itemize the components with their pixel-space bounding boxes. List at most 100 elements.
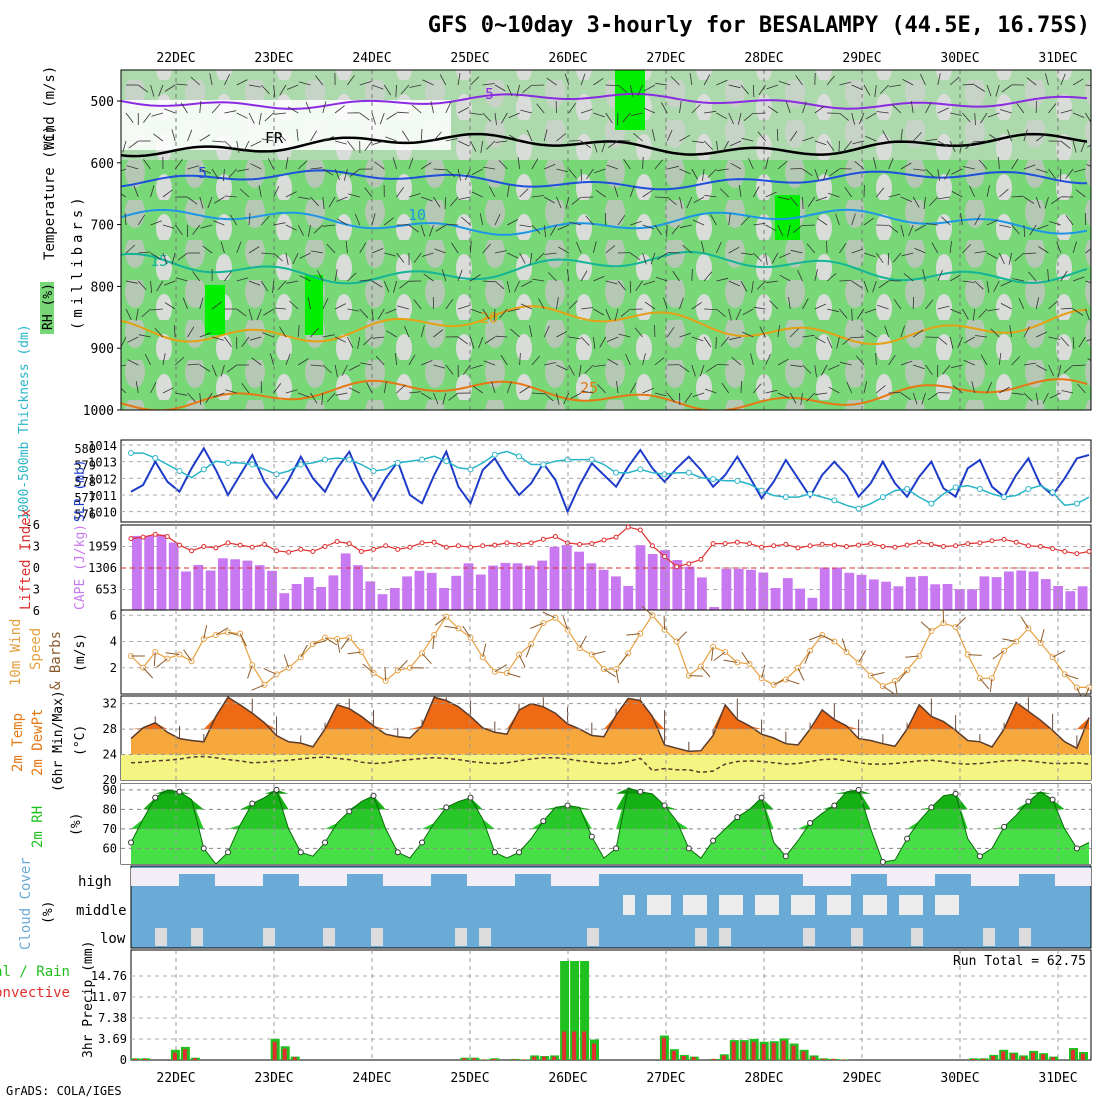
wind-barb [546, 77, 557, 86]
top-day-label: 29DEC [842, 51, 881, 66]
wind-barb [777, 160, 788, 170]
wind-barb [795, 74, 803, 86]
wind-barb [738, 185, 742, 198]
precip-convective-bar [1071, 1049, 1075, 1060]
wind-barb [851, 84, 863, 91]
wind-barb [550, 224, 557, 236]
cloud-high-cell [383, 868, 395, 886]
wind-barb [957, 336, 963, 349]
lifted-index-point [334, 538, 340, 544]
thickness-point [249, 461, 256, 468]
precip-convective-bar [182, 1049, 187, 1060]
wind-barb [470, 308, 482, 314]
wind-barb [298, 392, 310, 398]
wind-barb [962, 244, 971, 254]
wind10-grid [121, 614, 1091, 669]
wind-barb [478, 336, 484, 349]
wind10-barb [203, 625, 208, 640]
lifted-index-point [213, 545, 219, 551]
wind-barb [605, 112, 613, 124]
precip-convective-bar [1011, 1053, 1016, 1060]
wind-barb [413, 299, 422, 310]
wind-barb [322, 298, 329, 310]
wind-barb [310, 327, 319, 338]
wind-barb [273, 84, 276, 97]
wind-barb [125, 280, 138, 284]
cape-bar [647, 554, 658, 611]
wind-barb [261, 138, 274, 142]
wind-barb [704, 308, 717, 310]
wind-barb [1023, 392, 1033, 402]
rh2m-point [346, 808, 353, 815]
wind-barb [514, 280, 520, 293]
cloud-high-cell [479, 868, 491, 886]
wind-barb [144, 354, 151, 366]
wind-barb [127, 359, 139, 366]
wind10-barb [808, 634, 823, 641]
cape-bar [721, 568, 732, 611]
wind-barb [863, 217, 875, 226]
wind-barb [226, 364, 237, 373]
wind-barb [1038, 246, 1049, 254]
cape-bar [389, 588, 400, 611]
cloud-high-cell [827, 868, 839, 886]
wind-barb [802, 364, 812, 374]
run-total: Run Total = 62.75 [953, 954, 1086, 969]
wind-barb [529, 325, 533, 338]
wind-barb [289, 300, 299, 310]
wind-barb [790, 168, 803, 170]
wind-barb [494, 280, 505, 290]
wind-barb [334, 140, 347, 145]
wind-barb [1060, 270, 1068, 282]
cloud-middle-cell [767, 895, 779, 915]
wind-barb [122, 140, 127, 153]
wind-barb [666, 196, 677, 206]
wind-barb [701, 241, 705, 254]
wind-barb [491, 381, 496, 394]
cape-bar [758, 572, 769, 611]
wind-barb [753, 306, 766, 310]
wind-barb [471, 191, 483, 198]
wind-barb [263, 308, 274, 316]
wind-barb [962, 166, 975, 170]
wind-barb [522, 84, 533, 93]
thickness-point [176, 468, 183, 475]
wind-barb [903, 273, 914, 282]
wind-barb [629, 84, 634, 97]
wind-barb [655, 82, 668, 86]
wind-barb [175, 392, 188, 396]
cloud-middle-cell [863, 895, 875, 915]
wind-barb [931, 242, 939, 254]
wind-barb [617, 112, 619, 126]
wind-barb [411, 104, 422, 114]
wind-barb [998, 156, 1000, 170]
cloud-high-cell [635, 868, 647, 874]
wind-barb [793, 224, 803, 234]
wind-barb [613, 185, 619, 198]
cloud-cover-label: Cloud Cover [18, 857, 34, 950]
wind-barb [279, 84, 287, 96]
wind-barb [777, 325, 780, 338]
wind-barb [800, 392, 803, 405]
wind-barb [1011, 195, 1024, 198]
wind-barb [703, 271, 713, 282]
wind10-barb [894, 680, 898, 695]
wind-barb [285, 191, 297, 198]
wind-barb [716, 241, 722, 254]
wind-barb [349, 168, 360, 177]
slp-tick: 1010 [88, 506, 117, 520]
wind-barb [692, 392, 705, 398]
wind-barb [580, 336, 590, 346]
wind-barb [125, 244, 136, 254]
dewpt2m-label: 2m DewPt [30, 709, 46, 776]
wind10-barb [251, 684, 265, 691]
wind-barb [408, 224, 419, 233]
precip-convective-bar [592, 1043, 596, 1060]
cloud-middle-cell [683, 895, 695, 915]
thickness-point [685, 469, 692, 476]
precip-convective-bar [971, 1058, 976, 1060]
lifted-index-point [419, 540, 425, 546]
wind-barb [470, 274, 481, 282]
wind-barb [506, 381, 512, 394]
wind-barb [986, 219, 999, 226]
